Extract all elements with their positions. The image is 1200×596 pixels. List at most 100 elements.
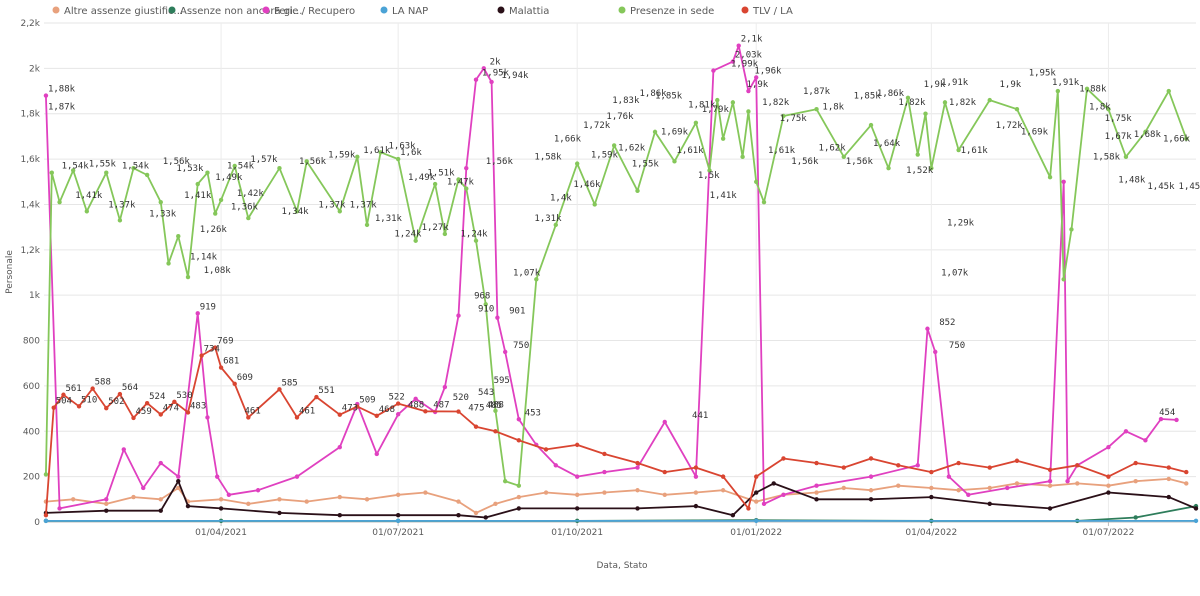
data-point [693,465,699,470]
data-point [1123,154,1129,160]
legend-item[interactable]: Assenze non ancora gi... [168,6,303,17]
data-point [1166,88,1171,94]
data-label: 1,63k [388,141,416,151]
data-point [304,499,309,504]
data-label: 1,58k [1093,153,1121,163]
data-label: 1,36k [231,203,259,213]
data-point [158,412,163,417]
data-point [754,499,759,504]
data-point [423,490,428,495]
data-point [987,485,992,491]
data-label: 1,37k [350,200,378,210]
data-point [1166,494,1171,500]
legend-item[interactable]: Ferie / Recupero [262,6,356,17]
data-point [195,311,200,316]
data-point [277,387,282,392]
y-tick-label: 1k [29,291,41,301]
legend-item[interactable]: TLV / LA [741,6,793,17]
data-point [720,488,726,493]
data-point [456,409,461,414]
data-point [226,492,232,497]
data-point [516,483,522,488]
data-point [218,365,224,370]
chart-legend[interactable]: Altre assenze giustific...Assenze non an… [52,6,793,17]
data-label: 1,61k [363,146,391,156]
data-label: 750 [949,341,965,351]
legend-item[interactable]: Altre assenze giustific... [52,6,184,17]
data-point [672,159,677,164]
data-point [1069,227,1074,232]
data-point [1061,179,1066,184]
data-point [51,405,56,410]
data-label: 1,47k [447,178,475,188]
legend-item[interactable]: Malattia [497,6,550,17]
data-point [337,494,342,500]
data-point [442,231,448,237]
data-label: 1,64k [873,139,901,149]
legend-swatch [741,6,749,14]
data-point [1065,478,1070,484]
legend-item[interactable]: LA NAP [380,6,429,17]
data-point [277,497,282,502]
data-point [456,512,461,518]
data-point [730,59,736,64]
data-point [432,181,438,187]
data-point [246,215,251,221]
data-label: 1,48k [1118,175,1146,185]
data-point [176,478,181,484]
data-label: 1,37k [318,200,346,210]
data-point [1158,416,1164,422]
legend-label: Altre assenze giustific... [64,6,183,17]
data-point [1174,417,1179,423]
y-tick-label: 1,8k [20,110,40,120]
data-point [158,508,163,513]
data-point [473,77,479,82]
data-label: 1,96k [754,66,782,76]
data-point [464,186,469,191]
data-point [516,438,522,443]
data-label: 1,62k [618,144,646,154]
data-point [456,177,461,182]
data-point [746,109,751,114]
data-point [166,261,171,266]
data-point [905,95,911,101]
data-point [841,154,846,160]
data-point [896,463,901,468]
data-point [966,492,971,497]
data-point [1014,481,1020,486]
data-point [1193,518,1199,524]
data-point [473,510,479,516]
data-point [1014,106,1020,112]
data-label: 2k [490,57,501,67]
data-label: 1,76k [606,112,634,122]
data-label: 910 [478,305,494,315]
y-tick-label: 2,2k [20,19,40,29]
data-point [1166,465,1171,470]
data-label: 1,85k [655,91,683,101]
data-point [814,106,819,112]
data-label: 564 [122,383,138,393]
legend-item[interactable]: Presenze in sede [618,6,715,17]
data-point [693,120,699,126]
data-point [495,315,500,320]
data-point [868,122,874,128]
data-point [929,469,934,475]
data-point [635,460,640,466]
data-point [923,111,928,116]
data-point [1133,478,1138,484]
data-point [841,465,846,470]
data-label: 1,69k [1021,128,1049,138]
data-point [693,474,699,479]
data-point [574,506,580,511]
data-point [374,451,379,457]
data-label: 1,88k [48,85,76,95]
data-label: 1,83k [612,96,640,106]
data-label: 734 [204,345,220,355]
data-point [158,497,163,502]
data-point [1106,106,1111,112]
data-point [754,474,759,479]
data-point [158,460,163,466]
data-label: 1,58k [534,153,562,163]
data-point [942,100,948,105]
data-label: 585 [281,378,297,388]
